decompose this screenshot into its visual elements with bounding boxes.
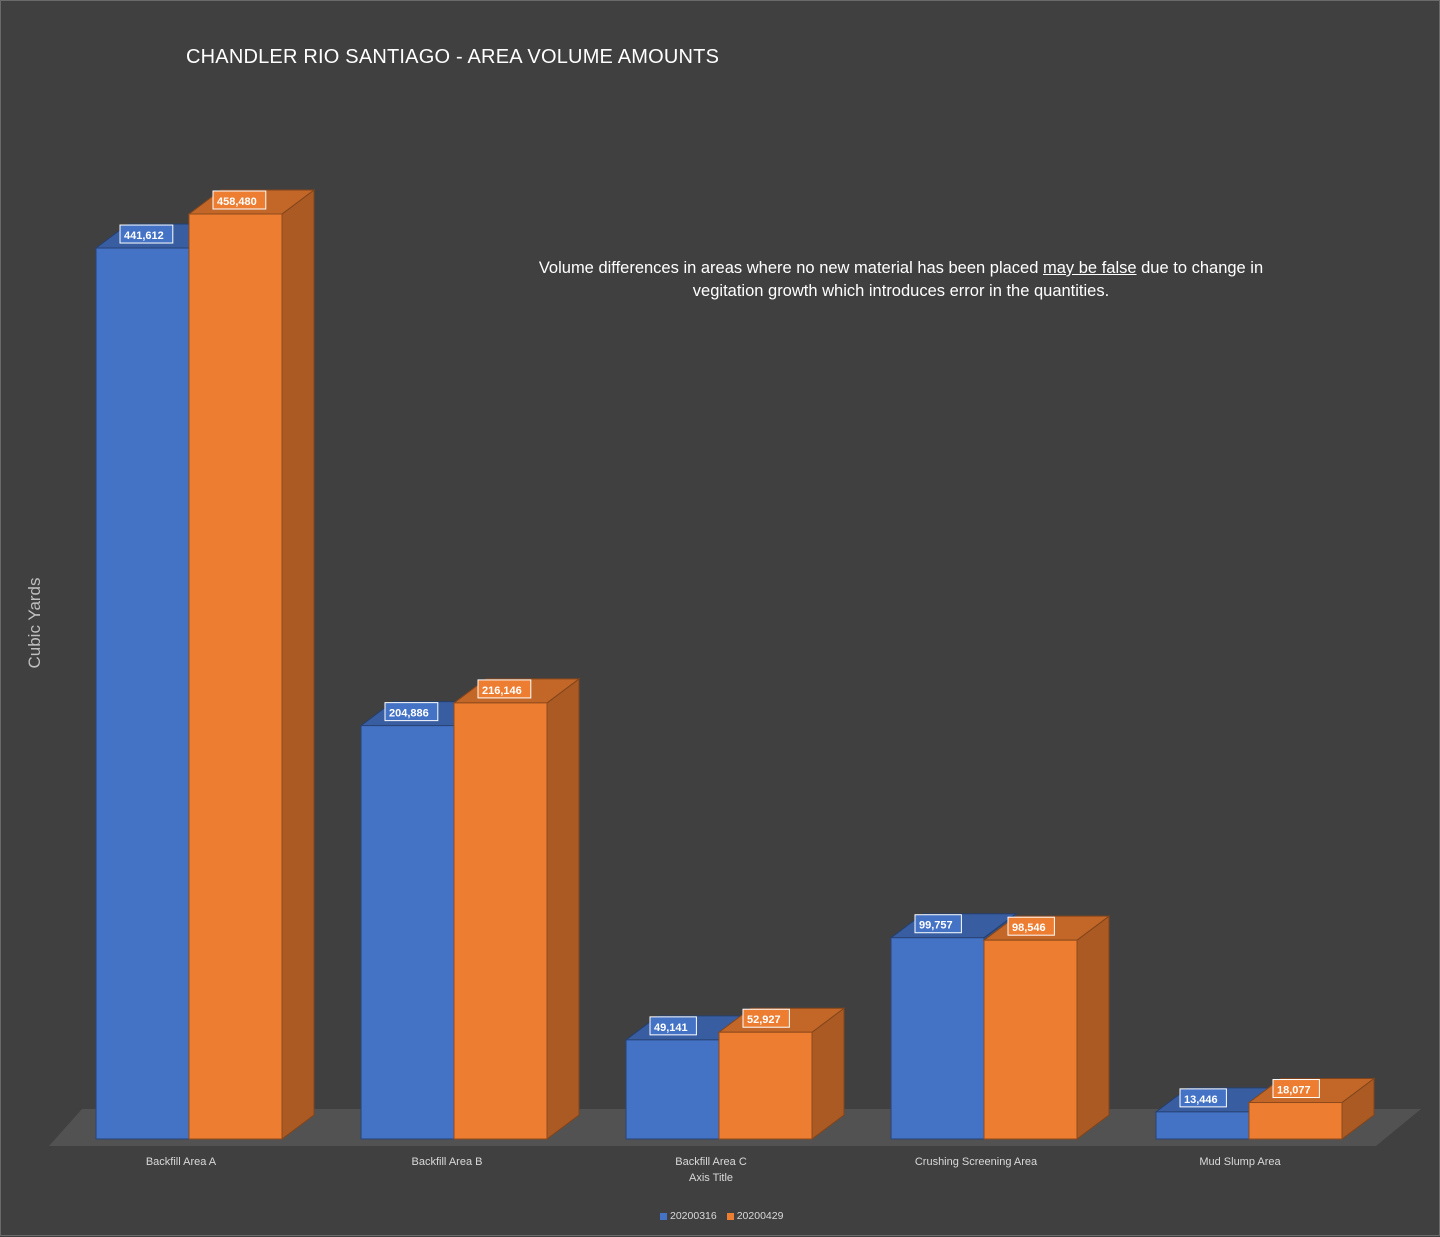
bar-2-3 (717, 1007, 846, 1140)
bar-2-4 (982, 915, 1111, 1140)
y-axis-label: Cubic Yards (25, 577, 44, 669)
legend-swatch-series-1 (660, 1212, 667, 1220)
data-label: 441,612 (124, 230, 164, 242)
chart-title: CHANDLER RIO SANTIAGO - AREA VOLUME AMOU… (186, 46, 720, 68)
data-label-box (1007, 916, 1055, 936)
x-tick-label: Backfill Area A (146, 1156, 217, 1168)
annotation-text-after: due to change in vegitation growth which… (692, 259, 1264, 300)
bar-2-2 (452, 677, 581, 1140)
data-label-box (649, 1016, 697, 1036)
data-label-box (1179, 1088, 1227, 1108)
x-tick-label: Mud Slump Area (1199, 1156, 1281, 1168)
bar-front-face (983, 939, 1078, 1140)
x-tick-label: Backfill Area B (412, 1156, 483, 1168)
bar-front-face (1248, 1102, 1343, 1140)
data-label: 216,146 (482, 685, 522, 697)
legend-swatch-series-2 (726, 1212, 734, 1220)
bar-side-face (281, 189, 315, 1140)
bar-front-face (188, 213, 283, 1140)
x-tick-label: Backfill Area C (675, 1156, 747, 1168)
data-label: 204,886 (389, 708, 429, 720)
bar-front-face (718, 1031, 813, 1140)
data-label-box (119, 224, 174, 244)
bar-front-face (890, 937, 985, 1140)
data-label-box (477, 679, 532, 699)
data-label: 99,757 (919, 920, 953, 932)
legend-item-series-2[interactable]: 20200429 (726, 1210, 784, 1222)
bar-front-face (1155, 1111, 1250, 1140)
bar-front-face (625, 1039, 720, 1140)
data-label-box (384, 702, 439, 722)
bar-front-face (453, 702, 548, 1140)
x-axis-label: Axis Title (688, 1172, 734, 1184)
data-label-box (914, 914, 962, 934)
annotation-underlined-text: may be false (1043, 259, 1137, 277)
data-label: 49,141 (654, 1022, 688, 1034)
annotation-note: Volume differences in areas where no new… (521, 257, 1281, 303)
data-label-box (1272, 1079, 1320, 1099)
data-label-box (742, 1008, 790, 1028)
data-label-box (212, 190, 267, 210)
legend-label-series-2: 20200429 (736, 1210, 784, 1222)
data-label: 458,480 (217, 196, 257, 208)
bar-front-face (95, 247, 190, 1140)
bar-2-1 (187, 189, 316, 1140)
x-tick-label: Crushing Screening Area (915, 1156, 1038, 1168)
legend-item-series-1[interactable]: 20200316 (660, 1210, 717, 1222)
bar-side-face (1076, 915, 1110, 1140)
data-label: 18,077 (1277, 1085, 1311, 1097)
annotation-text-before: Volume differences in areas where no new… (538, 259, 1043, 277)
data-label: 52,927 (747, 1014, 781, 1026)
legend-label-series-1: 20200316 (670, 1210, 717, 1222)
data-label: 13,446 (1184, 1094, 1218, 1106)
bar-side-face (546, 677, 580, 1140)
legend: 20200316 20200429 (660, 1210, 783, 1222)
data-label: 98,546 (1012, 922, 1046, 934)
bar-front-face (360, 725, 455, 1140)
